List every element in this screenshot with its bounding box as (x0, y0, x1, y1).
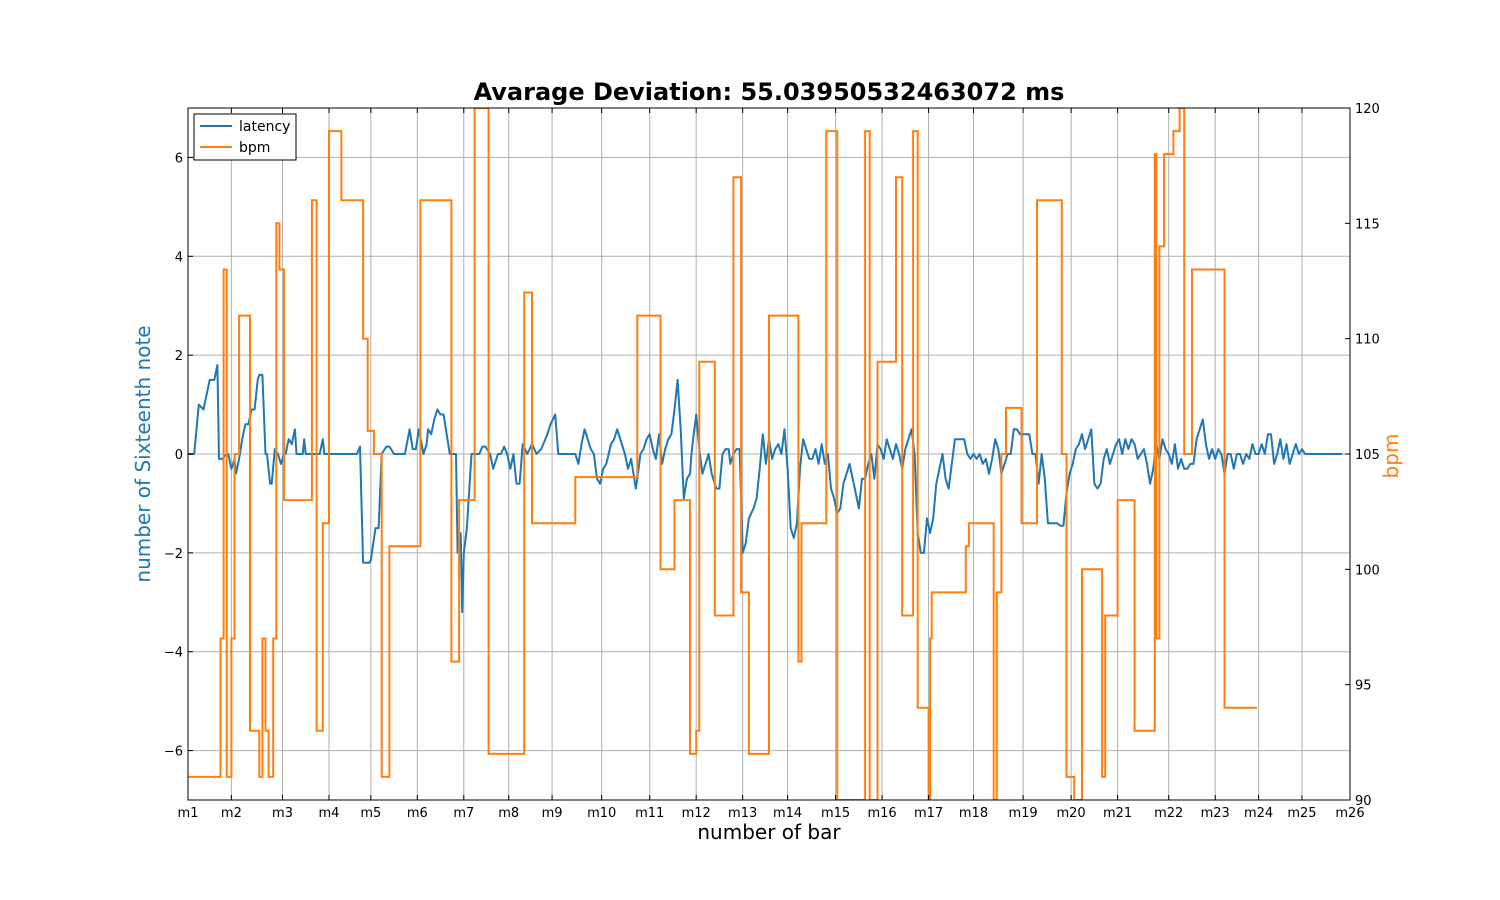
x-tick-label: m26 (1335, 806, 1364, 821)
y-axis-label-left: number of Sixteenth note (131, 325, 155, 582)
x-tick-label: m2 (221, 806, 242, 821)
y-right-tick-label: 100 (1355, 563, 1380, 578)
x-tick-label: m18 (959, 806, 988, 821)
x-tick-label: m25 (1287, 806, 1316, 821)
y-left-tick-label: −2 (164, 547, 183, 562)
x-tick-label: m10 (587, 806, 616, 821)
x-tick-label: m8 (498, 806, 519, 821)
y-left-tick-label: 6 (175, 151, 183, 166)
legend-box (193, 113, 297, 161)
x-tick-label: m17 (914, 806, 943, 821)
y-left-tick-label: 4 (175, 250, 183, 265)
y-right-tick-label: 120 (1355, 102, 1380, 117)
y-right-tick-label: 115 (1355, 217, 1380, 232)
x-tick-label: m1 (178, 806, 199, 821)
y-right-tick-label: 95 (1355, 679, 1372, 694)
x-tick-label: m22 (1154, 806, 1183, 821)
y-right-tick-label: 110 (1355, 333, 1380, 348)
x-tick-label: m9 (542, 806, 563, 821)
y-left-tick-label: −4 (164, 646, 183, 661)
x-tick-label: m7 (453, 806, 474, 821)
x-tick-label: m20 (1057, 806, 1086, 821)
x-tick-label: m23 (1201, 806, 1230, 821)
x-axis-label: number of bar (697, 820, 841, 844)
latency-line (188, 364, 1343, 614)
x-tick-label: m16 (867, 806, 896, 821)
x-tick-label: m24 (1244, 806, 1273, 821)
legend-latency-label: latency (239, 119, 290, 135)
y-left-tick-label: 0 (175, 448, 183, 463)
x-tick-label: m14 (773, 806, 802, 821)
y-right-tick-label: 90 (1355, 794, 1372, 809)
chart-title: Avarage Deviation: 55.03950532463072 ms (474, 78, 1065, 106)
y-axis-label-right: bpm (1379, 434, 1403, 479)
bpm-line (188, 108, 1257, 800)
x-tick-label: m3 (272, 806, 293, 821)
x-tick-label: m19 (1008, 806, 1037, 821)
ticks-layer: m1 m2 m3 m4 m5 m6 m7 m8 m9 m10 m11 m12 m13 m14 m15 m16 m… (164, 102, 1380, 821)
x-tick-label: m15 (821, 806, 850, 821)
y-right-tick-label: 105 (1355, 448, 1380, 463)
x-tick-label: m5 (360, 806, 381, 821)
legend-bpm-label: bpm (239, 140, 270, 156)
x-tick-label: m6 (407, 806, 428, 821)
series-layer (188, 108, 1343, 800)
legend: latency bpm (193, 113, 297, 161)
x-tick-label: m11 (635, 806, 664, 821)
x-tick-label: m12 (682, 806, 711, 821)
y-left-tick-label: 2 (175, 349, 183, 364)
x-tick-label: m21 (1103, 806, 1132, 821)
y-left-tick-label: −6 (164, 745, 183, 760)
x-tick-label: m4 (319, 806, 340, 821)
x-tick-label: m13 (728, 806, 757, 821)
